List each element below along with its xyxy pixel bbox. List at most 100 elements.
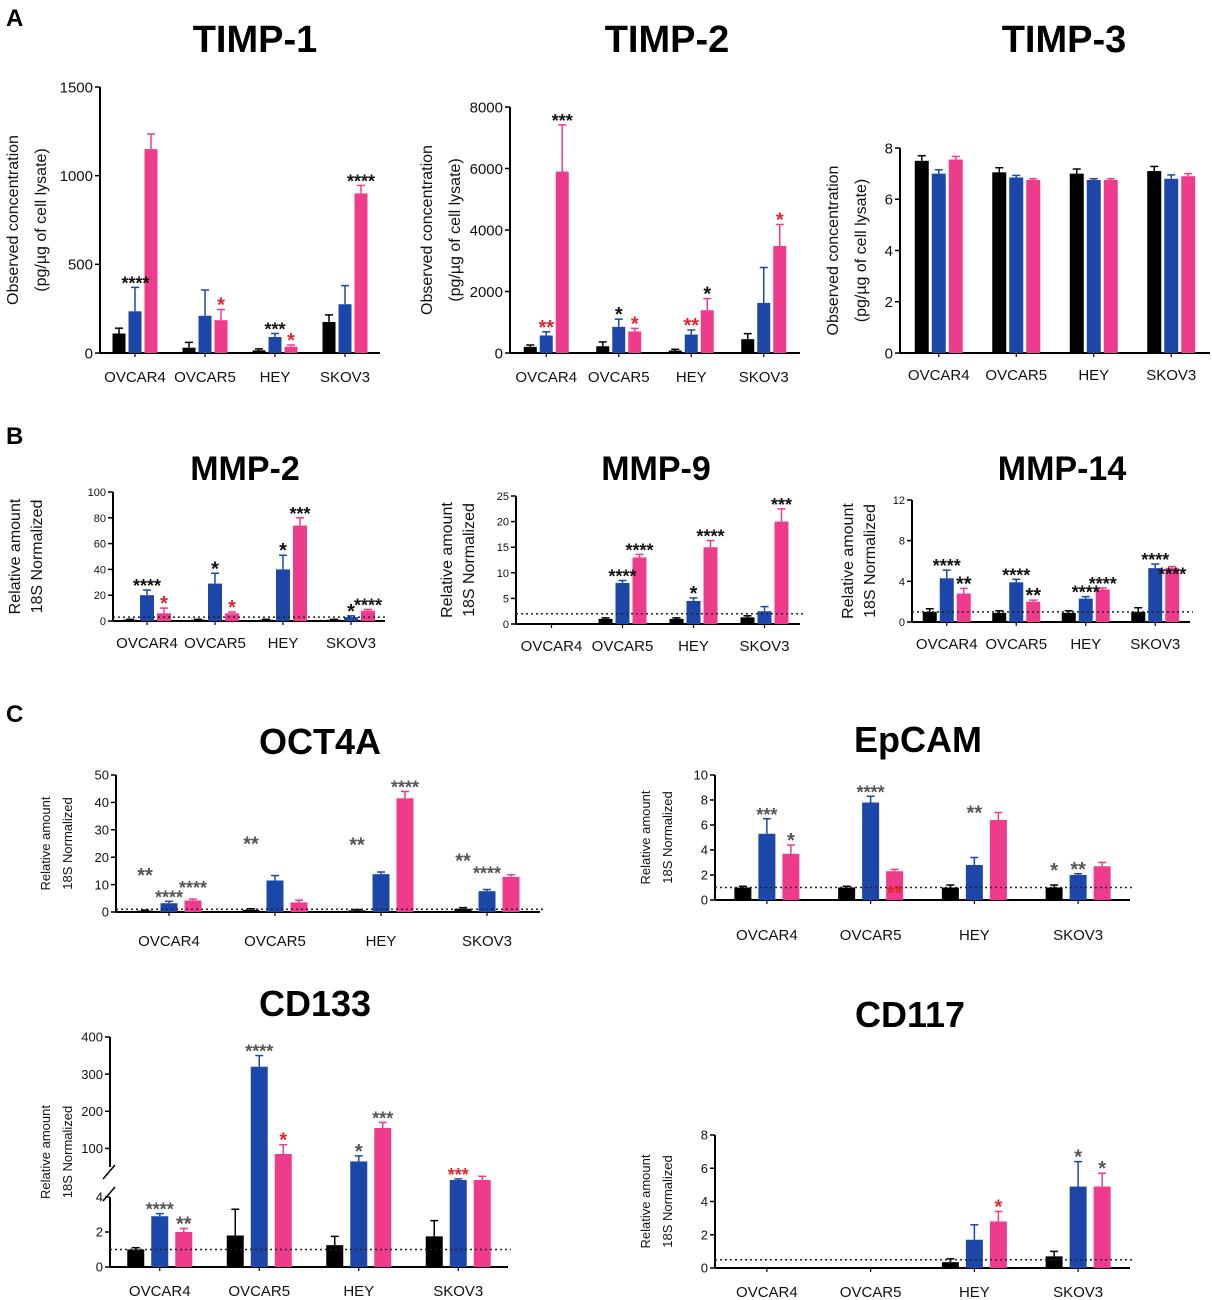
cd117-bar (1069, 1186, 1087, 1268)
timp2-bar (539, 335, 553, 353)
timp2-y-tick-label: 0 (495, 345, 503, 362)
oct4a-significance-label: **** (179, 878, 207, 898)
mmp9-y-tick-label: 15 (497, 542, 509, 554)
mmp9-bar (686, 600, 701, 624)
timp3-bar (1164, 178, 1179, 353)
mmp9-significance-label: **** (625, 540, 653, 560)
mmp14-bar (1165, 568, 1180, 622)
mmp14-category-label: SKOV3 (1130, 636, 1180, 653)
timp3-bar (948, 159, 963, 353)
oct4a-bar (266, 880, 284, 912)
timp1-bar (354, 193, 368, 353)
epcam-y-tick-label: 0 (701, 893, 708, 908)
timp2-significance-label: *** (552, 111, 573, 131)
mmp9-category-label: OVCAR4 (521, 638, 583, 655)
timp2-bar (555, 171, 569, 353)
timp2-bar (628, 331, 642, 353)
timp1-bar (144, 149, 158, 353)
timp2-chart: TIMP-2 Observed concentration (pg/µg of ce… (419, 19, 800, 386)
epcam-y-tick-label: 6 (701, 818, 708, 833)
mmp14-significance-label: ** (956, 573, 972, 595)
cd117-chart: CD117 Relative amount 18S Normalized 0 2 4 6 8 O… (638, 994, 1133, 1300)
mmp9-significance-label: * (690, 583, 698, 605)
timp2-bar (773, 245, 787, 353)
cd117-significance-label: * (1098, 1158, 1106, 1180)
timp2-y-tick-label: 6000 (470, 161, 503, 178)
cd133-bar (274, 1154, 292, 1267)
epcam-y-tick-label: 8 (701, 793, 708, 808)
timp1-bar (268, 337, 282, 353)
cd133-bar (350, 1161, 368, 1267)
timp1-bar (128, 311, 142, 353)
mmp14-bar (956, 593, 971, 622)
epcam-chart: EpCAM Relative amount 18S Normalized 0 2 4 6 8 1… (638, 719, 1133, 944)
timp3-chart: TIMP-3 Observed concentration (pg/µg of ce… (825, 19, 1210, 384)
cd133-category-label: OVCAR4 (129, 1283, 191, 1300)
timp2-category-label: OVCAR4 (515, 369, 577, 386)
epcam-significance-label: **** (857, 782, 885, 802)
cd133-bar (326, 1245, 344, 1267)
mmp2-significance-label: **** (354, 595, 382, 615)
timp2-bar (523, 346, 537, 353)
cd117-title: CD117 (855, 994, 965, 1035)
mmp14-significance-label: **** (1158, 565, 1186, 585)
epcam-y-tick-label: 4 (701, 843, 708, 858)
mmp2-significance-label: * (228, 597, 236, 619)
epcam-y-tick-label: 2 (701, 868, 708, 883)
mmp2-bar (293, 525, 307, 621)
mmp9-y-tick-label: 5 (503, 593, 509, 605)
mmp14-y-tick-label: 4 (899, 576, 905, 588)
timp2-bar (757, 302, 771, 353)
timp2-category-label: OVCAR5 (588, 369, 650, 386)
cd133-significance-label: **** (245, 1042, 273, 1062)
cd133-axis-break-mark (102, 1186, 116, 1202)
timp3-bar (1009, 177, 1024, 353)
timp1-bar (182, 347, 196, 353)
timp1-significance-label: **** (347, 171, 375, 191)
oct4a-category-label: OVCAR5 (244, 933, 306, 950)
mmp2-bar (191, 619, 205, 621)
mmp9-bar (757, 611, 772, 624)
timp3-bar (1103, 180, 1118, 353)
mmp14-ylabel-1: 18S Normalized (862, 504, 879, 618)
mmp2-significance-label: * (211, 558, 219, 580)
epcam-category-label: SKOV3 (1053, 927, 1103, 944)
cd117-y-tick-label: 8 (701, 1128, 708, 1143)
timp2-significance-label: ** (683, 315, 699, 337)
mmp14-bar (1009, 582, 1024, 622)
cd117-ylabel-0: Relative amount (638, 1154, 653, 1248)
cd133-significance-label: **** (146, 1200, 174, 1220)
epcam-significance-label: * (1050, 860, 1058, 882)
cd133-bar (151, 1216, 169, 1267)
panel-label-b: B (6, 423, 23, 450)
cd133-y-tick-label: 400 (81, 1030, 103, 1045)
mmp2-y-tick-label: 100 (88, 487, 106, 499)
cd133-bar (374, 1128, 392, 1267)
cd117-category-label: OVCAR5 (840, 1284, 902, 1300)
cd133-y-tick-label: 300 (81, 1067, 103, 1082)
epcam-bar (965, 865, 983, 900)
timp2-y-tick-label: 8000 (470, 99, 503, 116)
mmp14-bar (922, 611, 937, 622)
timp2-bar (700, 310, 714, 353)
timp2-category-label: SKOV3 (739, 369, 789, 386)
mmp9-category-label: OVCAR5 (592, 638, 654, 655)
cd117-y-tick-label: 2 (701, 1227, 708, 1242)
oct4a-category-label: OVCAR4 (138, 933, 200, 950)
epcam-significance-label: ** (887, 882, 903, 904)
mmp2-ylabel-0: Relative amount (7, 498, 24, 614)
timp1-ylabel-0: Observed concentration (5, 135, 22, 305)
mmp14-bar (1131, 611, 1146, 622)
cd133-y-tick-label: 200 (81, 1104, 103, 1119)
epcam-bar (862, 802, 880, 900)
timp1-bar (112, 333, 126, 353)
cd133-ylabel-1: 18S Normalized (60, 1106, 75, 1199)
mmp2-y-tick-label: 20 (94, 590, 106, 602)
timp3-category-label: OVCAR5 (985, 367, 1047, 384)
mmp2-y-tick-label: 80 (94, 513, 106, 525)
cd133-bar (449, 1180, 467, 1267)
timp1-significance-label: * (217, 295, 225, 317)
mmp9-bar (632, 557, 647, 624)
mmp2-significance-label: * (160, 593, 168, 615)
mmp2-title: MMP-2 (190, 450, 300, 488)
